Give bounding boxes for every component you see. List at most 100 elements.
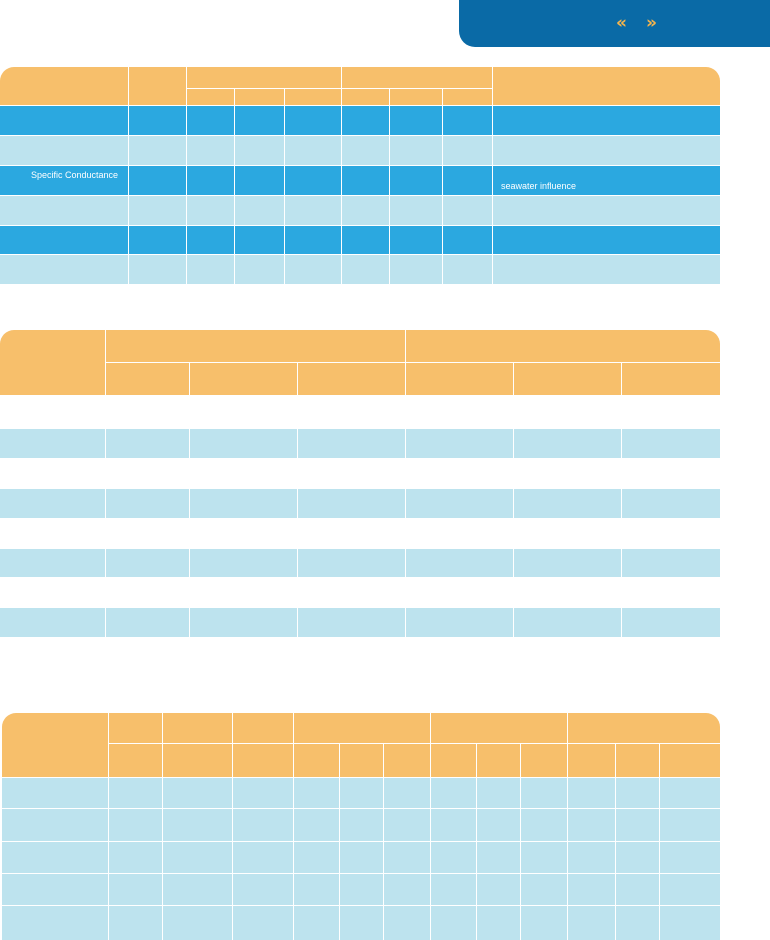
table-1-header-cell (128, 67, 186, 105)
table-cell (128, 195, 186, 225)
table-3-body-cell (108, 777, 162, 940)
table-cell (492, 105, 720, 135)
row-divider (2, 841, 720, 842)
table-2-subheader-cell (189, 362, 297, 395)
table-2-header-cell (0, 330, 105, 395)
table-row (0, 105, 128, 135)
table-3-body-cell (293, 777, 339, 940)
table-cell (284, 165, 341, 195)
table-cell (492, 135, 720, 165)
table-1-group-header (186, 67, 341, 88)
table-cell (284, 195, 341, 225)
table-3-subheader-cell (659, 743, 720, 777)
specific-conductance-label: Specific Conductance (31, 170, 119, 180)
table-2-subheader-cell (513, 362, 621, 395)
table-row (0, 135, 128, 165)
table-row (0, 225, 128, 254)
table-3-body-cell (2, 777, 108, 940)
table-cell (186, 195, 234, 225)
table-cell (186, 135, 234, 165)
row-divider (2, 905, 720, 906)
table-1-header-cell (0, 67, 128, 105)
table-3-subheader-cell (162, 743, 232, 777)
table-cell (621, 607, 720, 637)
table-cell (234, 135, 284, 165)
table-3-body-cell (430, 777, 476, 940)
table-cell (186, 254, 234, 284)
table-3-subheader-cell (567, 743, 615, 777)
table-cell (389, 225, 442, 254)
table-3-body-cell (232, 777, 293, 940)
top-navigation-bar: « » (459, 0, 770, 47)
table-3-body-cell (383, 777, 430, 940)
table-cell (405, 607, 513, 637)
table-3-subheader-cell (520, 743, 567, 777)
table-cell (341, 165, 389, 195)
table-3-body-cell (567, 777, 615, 940)
table-cell (389, 105, 442, 135)
table-cell (492, 195, 720, 225)
table-row (0, 428, 105, 458)
table-row: Specific Conductance (0, 165, 128, 195)
table-3-header-cell (162, 713, 232, 743)
table-cell (442, 254, 492, 284)
table-cell (105, 428, 189, 458)
table-cell (284, 254, 341, 284)
next-page-button[interactable]: » (646, 13, 657, 33)
table-cell (513, 488, 621, 518)
table-cell (186, 105, 234, 135)
table-3-body-cell (476, 777, 520, 940)
table-cell (513, 548, 621, 577)
previous-page-button[interactable]: « (616, 13, 627, 33)
table-3-subheader-cell (383, 743, 430, 777)
table-cell (341, 105, 389, 135)
table-cell (186, 225, 234, 254)
table-cell (492, 225, 720, 254)
table-3-header-cell (108, 713, 162, 743)
table-cell (442, 195, 492, 225)
table-cell (189, 548, 297, 577)
table-row (0, 458, 720, 488)
table-row (0, 395, 720, 428)
table-3-body-cell (615, 777, 659, 940)
table-2-subheader-cell (405, 362, 513, 395)
table-1-group-header (341, 67, 492, 88)
table-cell (189, 488, 297, 518)
table-cell (442, 135, 492, 165)
table-3-group-header (430, 713, 567, 743)
table-cell (341, 225, 389, 254)
table-cell (189, 428, 297, 458)
table-cell (234, 105, 284, 135)
table-cell (105, 488, 189, 518)
table-row (0, 254, 128, 284)
table-1-subheader-cell (341, 88, 389, 105)
table-cell (128, 254, 186, 284)
table-cell (297, 607, 405, 637)
table-cell (128, 135, 186, 165)
table-cell (389, 165, 442, 195)
table-3-group-header (567, 713, 720, 743)
table-cell (621, 488, 720, 518)
table-3-body-cell (520, 777, 567, 940)
table-cell (128, 165, 186, 195)
table-cell (341, 135, 389, 165)
table-row (0, 195, 128, 225)
table-cell (297, 488, 405, 518)
table-2-group-header (405, 330, 720, 362)
table-cell: seawater influence (492, 165, 720, 195)
table-2-subheader-cell (621, 362, 720, 395)
table-3-subheader-cell (108, 743, 162, 777)
table-3-subheader-cell (232, 743, 293, 777)
table-cell (341, 254, 389, 284)
seawater-influence-note: seawater influence (501, 181, 577, 191)
table-cell (128, 225, 186, 254)
table-cell (405, 428, 513, 458)
table-row (0, 518, 720, 548)
table-3-header-cell (232, 713, 293, 743)
table-cell (234, 225, 284, 254)
table-cell (621, 428, 720, 458)
table-cell (105, 548, 189, 577)
table-cell (297, 428, 405, 458)
table-cell (442, 165, 492, 195)
table-row (0, 607, 105, 637)
